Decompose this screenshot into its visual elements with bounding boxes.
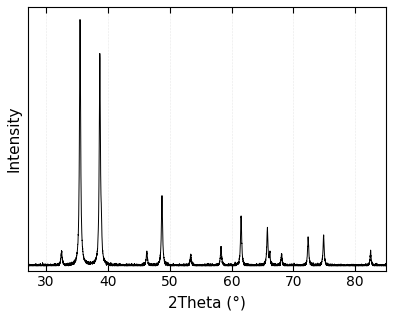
Y-axis label: Intensity: Intensity: [7, 106, 22, 172]
X-axis label: 2Theta (°): 2Theta (°): [168, 295, 246, 310]
